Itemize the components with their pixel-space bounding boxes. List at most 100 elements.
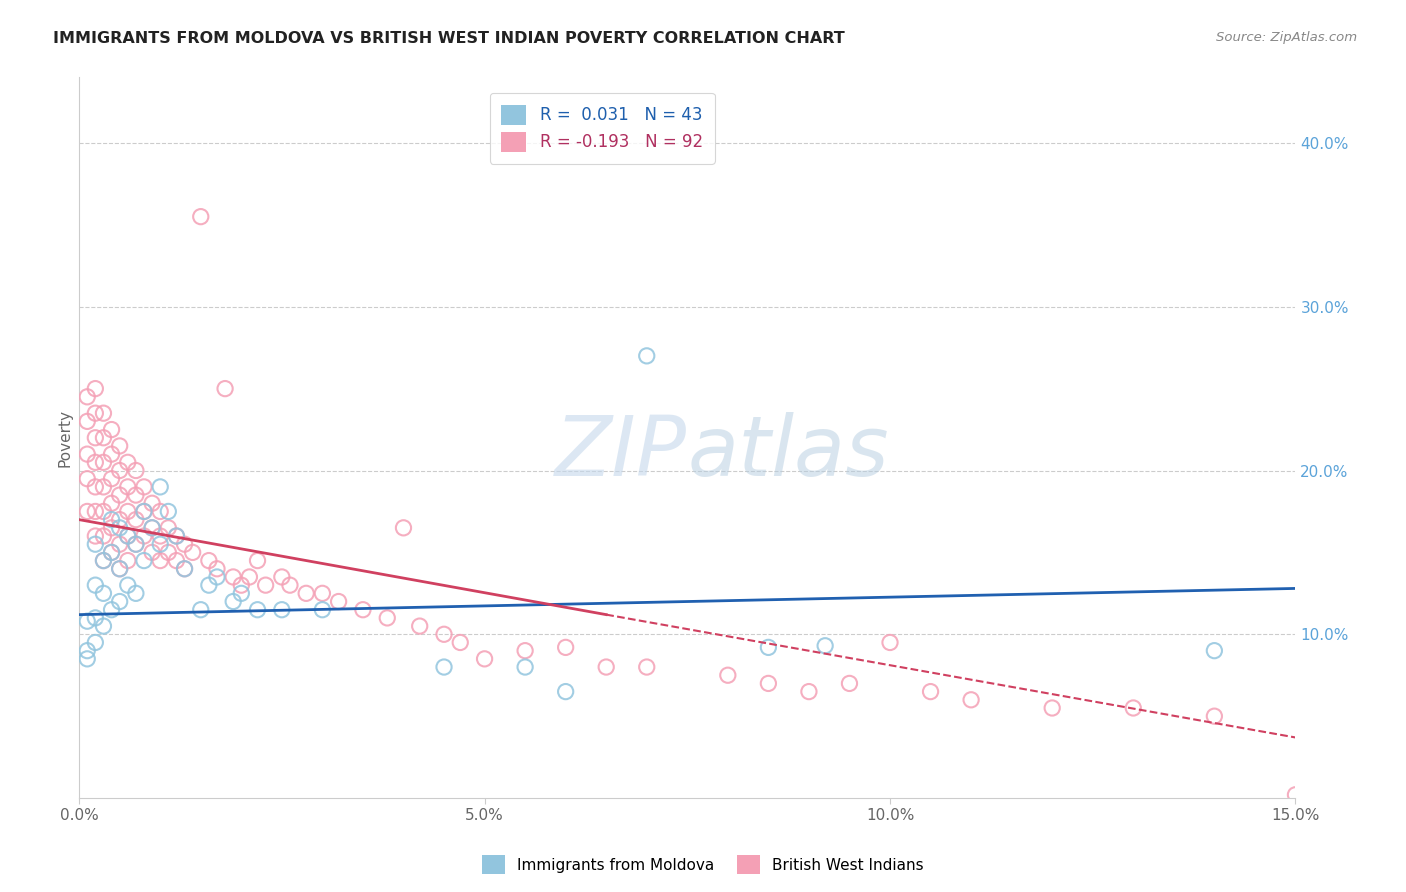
Point <box>636 660 658 674</box>
Point <box>76 414 98 428</box>
Point <box>449 635 471 649</box>
Point <box>205 562 228 576</box>
Point <box>278 578 301 592</box>
Point <box>108 488 131 502</box>
Point <box>117 529 139 543</box>
Point <box>433 627 456 641</box>
Point <box>595 660 617 674</box>
Point <box>165 529 187 543</box>
Point <box>93 431 115 445</box>
Point <box>181 545 204 559</box>
Point <box>100 603 122 617</box>
Point <box>93 455 115 469</box>
Point <box>93 619 115 633</box>
Point <box>125 586 148 600</box>
Point <box>814 639 837 653</box>
Point <box>198 578 221 592</box>
Point <box>879 635 901 649</box>
Point <box>93 504 115 518</box>
Point <box>84 537 107 551</box>
Point <box>231 578 253 592</box>
Point <box>84 504 107 518</box>
Point <box>76 504 98 518</box>
Point <box>190 603 212 617</box>
Point <box>960 693 983 707</box>
Point <box>636 349 658 363</box>
Point <box>392 521 415 535</box>
Point <box>246 553 269 567</box>
Point <box>157 521 180 535</box>
Point <box>117 529 139 543</box>
Point <box>100 513 122 527</box>
Point <box>149 529 172 543</box>
Point <box>100 521 122 535</box>
Point <box>100 472 122 486</box>
Point <box>132 529 155 543</box>
Point <box>84 578 107 592</box>
Point <box>1040 701 1063 715</box>
Point <box>149 504 172 518</box>
Point <box>84 529 107 543</box>
Point <box>84 406 107 420</box>
Point <box>238 570 260 584</box>
Y-axis label: Poverty: Poverty <box>58 409 72 467</box>
Point <box>717 668 740 682</box>
Point <box>141 521 163 535</box>
Point <box>76 472 98 486</box>
Point <box>125 488 148 502</box>
Point <box>117 455 139 469</box>
Point <box>108 562 131 576</box>
Point <box>125 513 148 527</box>
Point <box>231 586 253 600</box>
Point <box>270 603 292 617</box>
Point <box>100 496 122 510</box>
Point <box>328 594 350 608</box>
Point <box>375 611 398 625</box>
Point <box>125 537 148 551</box>
Point <box>222 594 245 608</box>
Point <box>117 504 139 518</box>
Point <box>76 652 98 666</box>
Point <box>352 603 374 617</box>
Point <box>84 635 107 649</box>
Point <box>117 578 139 592</box>
Point <box>108 594 131 608</box>
Text: atlas: atlas <box>688 412 889 492</box>
Point <box>132 480 155 494</box>
Point <box>311 603 333 617</box>
Point <box>554 640 576 655</box>
Point <box>270 570 292 584</box>
Point <box>141 521 163 535</box>
Point <box>76 614 98 628</box>
Point <box>1284 788 1306 802</box>
Point <box>173 562 195 576</box>
Point <box>1122 701 1144 715</box>
Point <box>93 586 115 600</box>
Point <box>132 553 155 567</box>
Point <box>108 521 131 535</box>
Point <box>84 455 107 469</box>
Point <box>205 570 228 584</box>
Point <box>1204 709 1226 723</box>
Point <box>117 553 139 567</box>
Point <box>93 553 115 567</box>
Point <box>132 504 155 518</box>
Point <box>108 562 131 576</box>
Point <box>100 447 122 461</box>
Point <box>513 660 536 674</box>
Point <box>108 513 131 527</box>
Point <box>149 480 172 494</box>
Point <box>93 553 115 567</box>
Point <box>100 545 122 559</box>
Point <box>84 431 107 445</box>
Text: IMMIGRANTS FROM MOLDOVA VS BRITISH WEST INDIAN POVERTY CORRELATION CHART: IMMIGRANTS FROM MOLDOVA VS BRITISH WEST … <box>53 31 845 46</box>
Point <box>254 578 277 592</box>
Point <box>474 652 496 666</box>
Legend: Immigrants from Moldova, British West Indians: Immigrants from Moldova, British West In… <box>475 849 931 880</box>
Point <box>758 676 780 690</box>
Point <box>554 684 576 698</box>
Point <box>117 480 139 494</box>
Point <box>173 537 195 551</box>
Point <box>165 553 187 567</box>
Point <box>108 537 131 551</box>
